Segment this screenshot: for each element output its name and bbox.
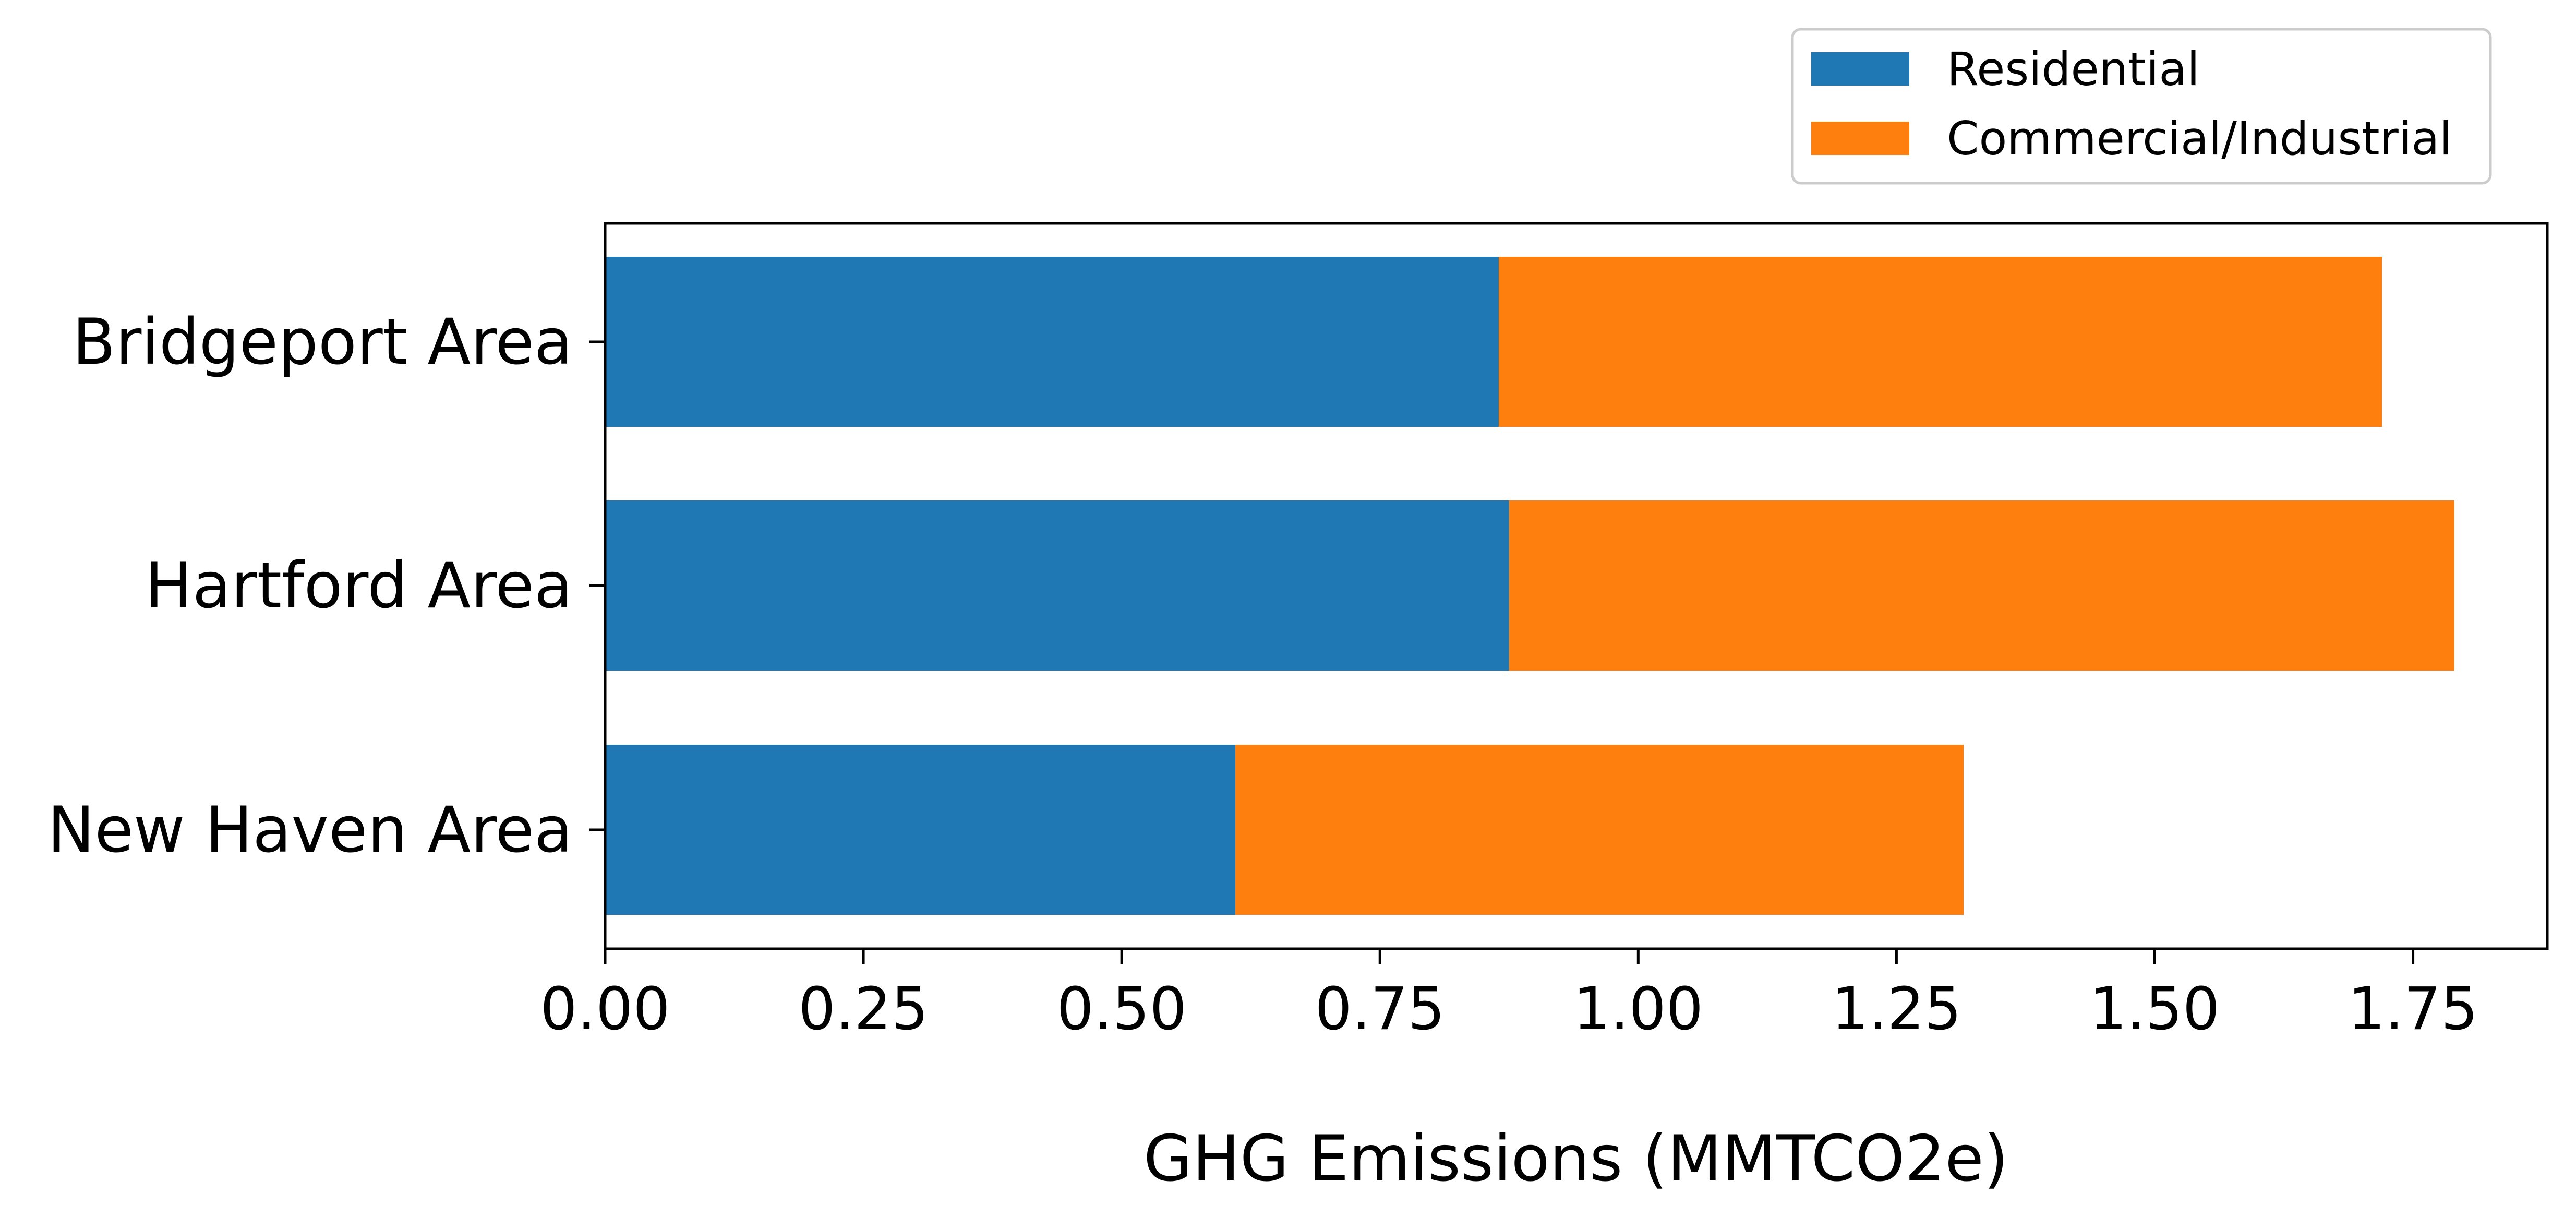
legend: Residential Commercial/Industrial [1791,28,2492,185]
y-category-label: Hartford Area [145,549,573,623]
y-axis: Bridgeport Area Hartford Area New Haven Ar… [47,305,605,867]
x-tick-label: 1.75 [2348,975,2478,1043]
y-category-label: Bridgeport Area [73,305,573,379]
bar-hartford-area-commercial-industrial [1509,500,2454,671]
bar-new-haven-area-residential [605,745,1235,915]
x-tick-label: 0.75 [1315,975,1445,1043]
x-tick-label: 0.00 [540,975,670,1043]
x-tick-label: 1.25 [1832,975,1961,1043]
x-tick-label: 1.00 [1573,975,1703,1043]
x-tick-label: 1.50 [2090,975,2220,1043]
x-axis-title: GHG Emissions (MMTCO2e) [1143,1122,2008,1196]
bar-bridgeport-area-residential [605,257,1499,427]
bar-hartford-area-residential [605,500,1509,671]
x-tick-label: 0.50 [1056,975,1186,1043]
bars-layer [605,257,2454,915]
legend-swatch-residential [1811,52,1909,86]
legend-frame [1791,28,2492,185]
x-axis: 0.00 0.25 0.50 0.75 1.00 1.25 1.50 1.75 [540,949,2478,1043]
x-tick-label: 0.25 [798,975,928,1043]
legend-label-residential: Residential [1947,42,2200,96]
legend-label-commercial-industrial: Commercial/Industrial [1947,112,2452,165]
bar-bridgeport-area-commercial-industrial [1498,257,2382,427]
bar-new-haven-area-commercial-industrial [1235,745,1964,915]
y-category-label: New Haven Area [47,793,573,867]
legend-swatch-commercial-industrial [1811,122,1909,155]
